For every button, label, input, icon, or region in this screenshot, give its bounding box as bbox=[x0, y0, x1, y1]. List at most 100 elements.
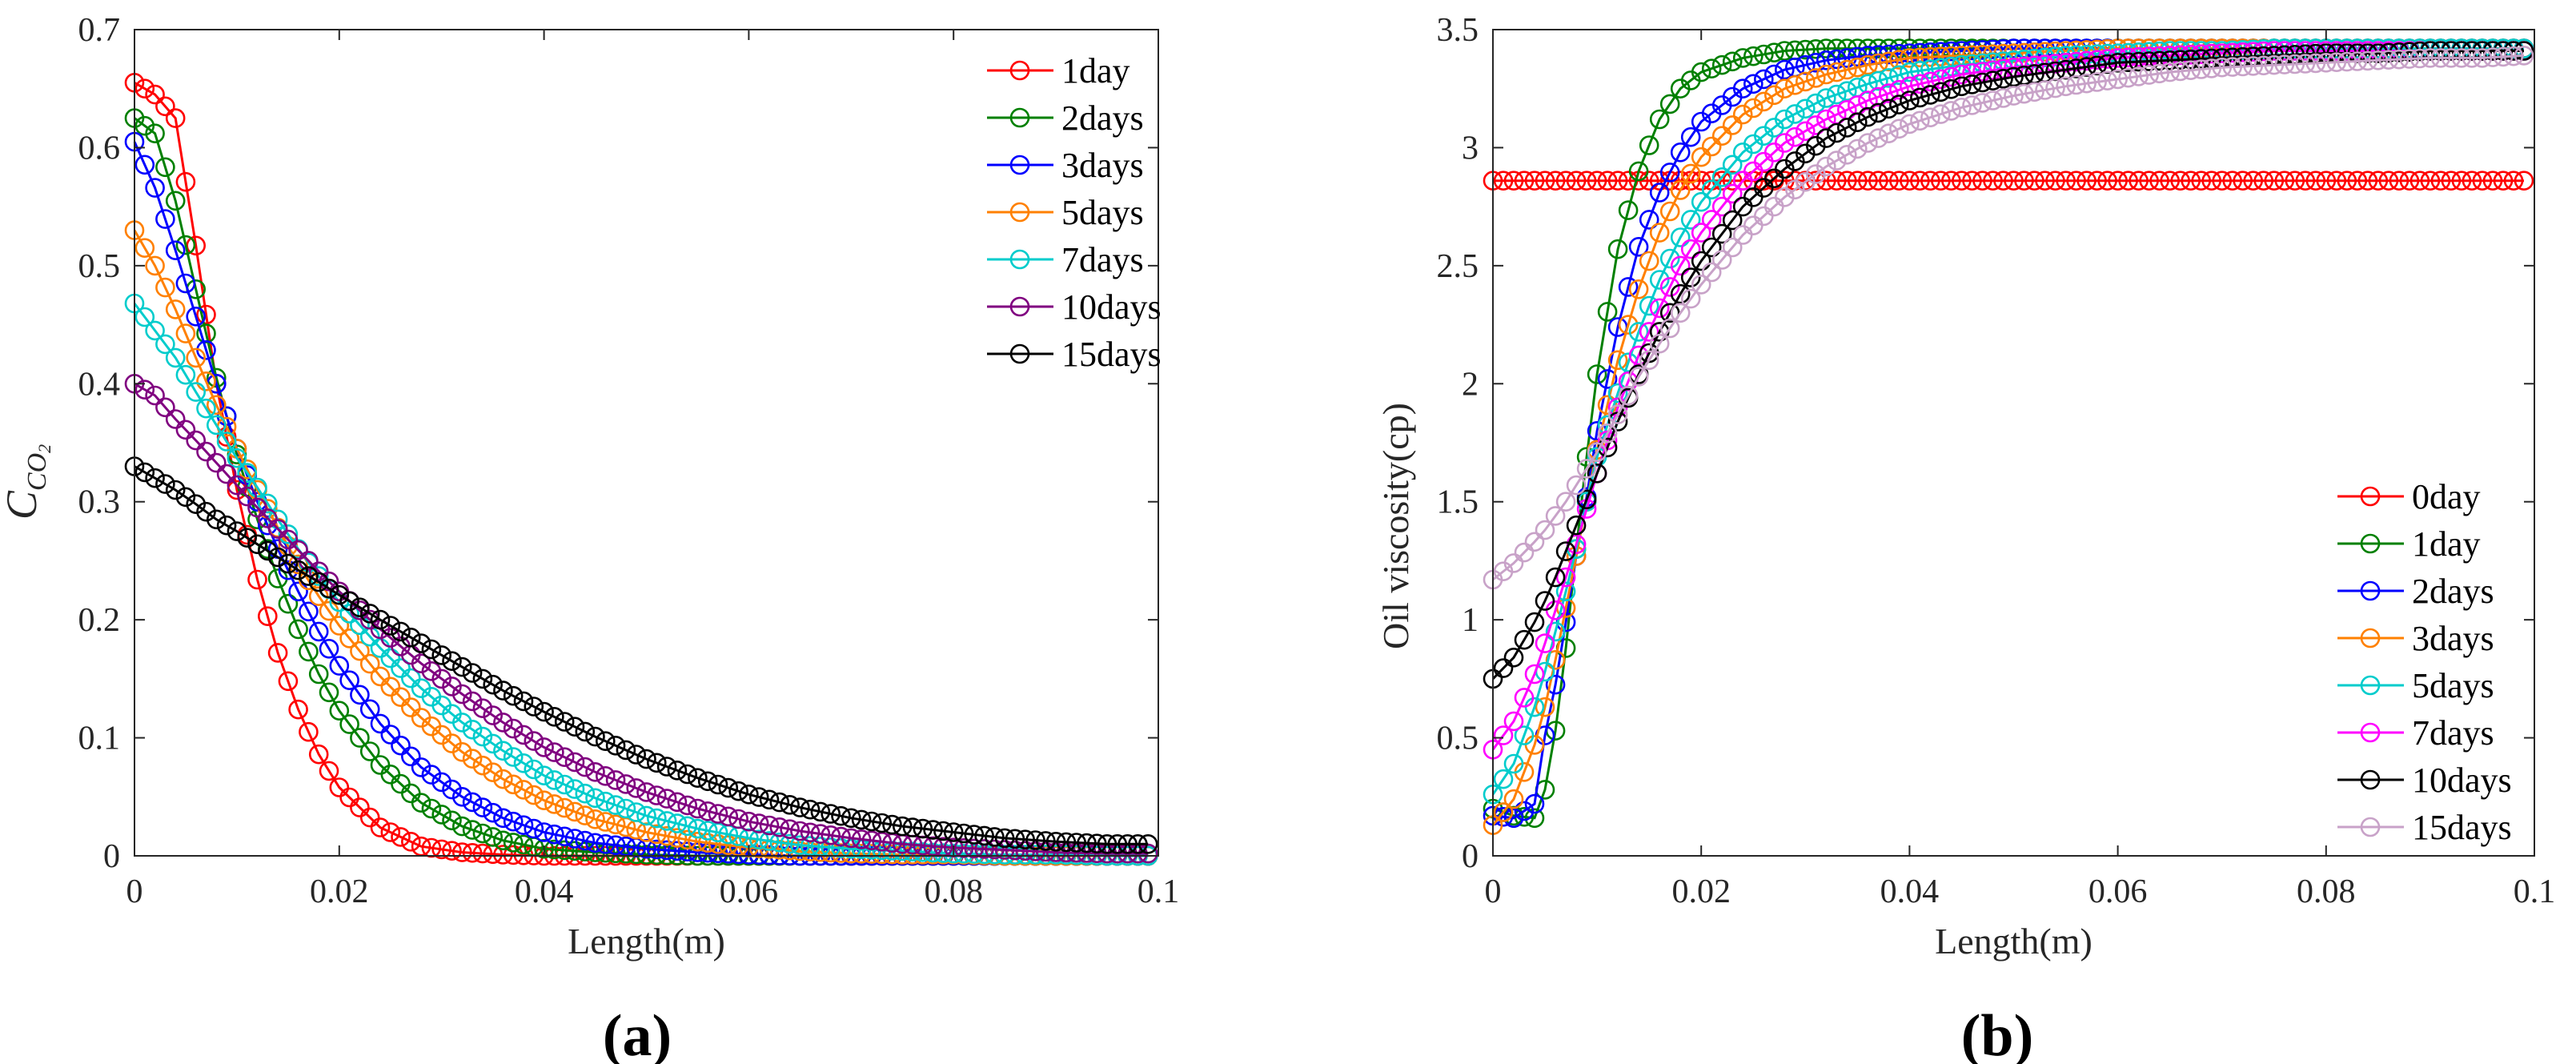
data-point bbox=[882, 814, 902, 835]
legend-item-15days: 15days bbox=[987, 335, 1162, 374]
data-point bbox=[616, 774, 636, 794]
data-point bbox=[739, 784, 759, 805]
data-point bbox=[2024, 42, 2044, 62]
legend-item-1day: 1day bbox=[987, 51, 1130, 90]
data-point bbox=[2378, 50, 2399, 70]
data-point bbox=[391, 687, 411, 708]
data-point bbox=[196, 398, 216, 419]
data-point bbox=[2430, 48, 2451, 68]
data-point bbox=[831, 838, 851, 858]
data-point bbox=[1649, 333, 1670, 354]
data-point bbox=[2514, 171, 2534, 191]
data-point bbox=[2503, 41, 2524, 61]
data-point bbox=[2191, 171, 2211, 191]
data-point bbox=[1993, 69, 2013, 89]
data-point bbox=[206, 452, 227, 473]
chart-b-oil-viscosity: 0 0.02 0.04 0.06 0.08 0.1 0 0.5 1 1.5 2 2.5 3 3.5 Leng… bbox=[1375, 12, 2555, 962]
data-point bbox=[165, 409, 186, 429]
data-point bbox=[2274, 171, 2295, 191]
data-point bbox=[1775, 41, 1795, 61]
data-point bbox=[1837, 171, 1857, 191]
data-point bbox=[1555, 541, 1576, 561]
data-point bbox=[2399, 42, 2420, 62]
data-point bbox=[308, 744, 329, 765]
data-point bbox=[155, 157, 175, 178]
data-point bbox=[2076, 171, 2097, 191]
data-point bbox=[431, 645, 452, 665]
data-point bbox=[1607, 404, 1628, 424]
data-point bbox=[748, 829, 769, 849]
data-point bbox=[1659, 303, 1680, 323]
data-point bbox=[800, 822, 821, 843]
data-point bbox=[697, 771, 718, 792]
series-line-1day bbox=[134, 82, 1149, 857]
data-point bbox=[585, 809, 605, 829]
data-point bbox=[370, 817, 391, 837]
data-point bbox=[575, 721, 596, 742]
data-point bbox=[391, 621, 411, 642]
data-point bbox=[227, 475, 247, 496]
data-point bbox=[278, 593, 299, 614]
data-point bbox=[1670, 180, 1691, 200]
data-point bbox=[1701, 136, 1722, 157]
data-point bbox=[155, 96, 175, 117]
legend-marker-icon bbox=[2360, 769, 2381, 790]
data-point bbox=[2305, 53, 2326, 74]
data-point bbox=[1868, 70, 1888, 91]
data-point bbox=[1785, 104, 1805, 124]
data-point bbox=[554, 840, 575, 861]
data-point bbox=[370, 638, 391, 658]
data-point bbox=[2493, 41, 2514, 61]
data-point bbox=[1962, 95, 1982, 115]
data-point bbox=[2493, 46, 2514, 67]
data-point bbox=[451, 713, 472, 733]
data-point bbox=[2129, 171, 2149, 191]
data-point bbox=[1503, 647, 1524, 668]
data-point bbox=[431, 805, 452, 825]
data-point bbox=[544, 706, 564, 727]
data-point bbox=[2014, 171, 2034, 191]
y-tick-label: 0 bbox=[103, 838, 120, 875]
data-point bbox=[851, 844, 872, 864]
data-point bbox=[1900, 48, 1920, 68]
data-point bbox=[1816, 50, 1836, 70]
data-point bbox=[451, 816, 472, 837]
data-point bbox=[493, 769, 513, 789]
series-0day bbox=[1483, 171, 2534, 191]
data-point bbox=[2347, 171, 2368, 191]
data-point bbox=[2201, 58, 2221, 78]
x-tick-label: 0.04 bbox=[515, 873, 574, 910]
data-point bbox=[677, 841, 698, 861]
data-point bbox=[1618, 200, 1639, 220]
data-point bbox=[1514, 171, 1535, 191]
data-point bbox=[1910, 110, 1930, 131]
data-point bbox=[524, 785, 544, 805]
data-point bbox=[227, 448, 247, 468]
data-point bbox=[134, 307, 155, 327]
data-point bbox=[216, 432, 237, 452]
data-point bbox=[2222, 42, 2242, 63]
legend-label: 3days bbox=[1061, 146, 1144, 185]
data-point bbox=[564, 801, 585, 822]
data-point bbox=[513, 834, 534, 855]
series-15days bbox=[124, 456, 1158, 854]
data-point bbox=[299, 566, 319, 586]
data-point bbox=[800, 841, 821, 861]
data-point bbox=[493, 845, 513, 865]
data-point bbox=[319, 578, 339, 599]
data-point bbox=[2097, 70, 2117, 90]
data-point bbox=[350, 685, 370, 705]
data-point bbox=[790, 797, 810, 817]
data-point bbox=[431, 669, 452, 689]
data-point bbox=[1868, 171, 1888, 191]
data-point bbox=[493, 830, 513, 851]
data-point bbox=[667, 841, 688, 861]
x-tick-label: 0.1 bbox=[1138, 873, 1180, 910]
data-point bbox=[1128, 834, 1148, 854]
data-point bbox=[748, 845, 769, 865]
legend-label: 10days bbox=[2412, 761, 2512, 800]
series-line-3days bbox=[133, 141, 1149, 857]
data-point bbox=[2056, 76, 2076, 97]
data-point bbox=[1659, 163, 1680, 183]
data-point bbox=[1555, 567, 1576, 588]
